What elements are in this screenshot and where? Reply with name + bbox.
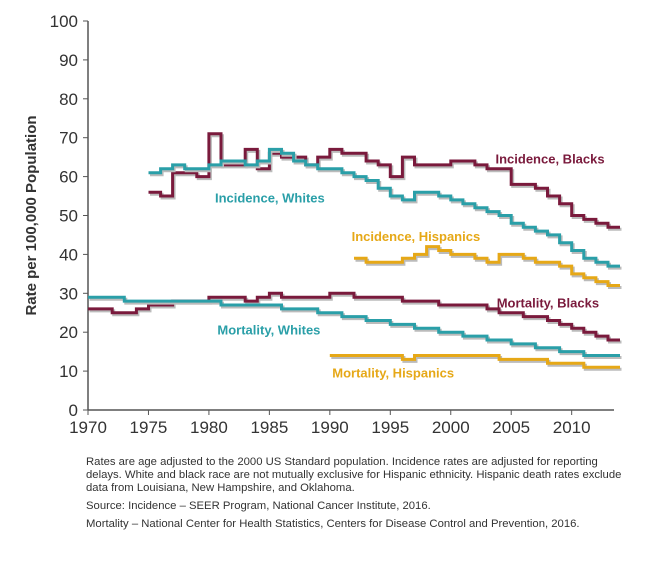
y-tick-label: 70	[59, 129, 78, 148]
series-shadow-mortality-hispanics	[331, 356, 622, 371]
series-shadow-incidence-whites	[150, 149, 622, 270]
series-line-incidence-whites	[148, 147, 620, 268]
x-tick-label: 1990	[311, 418, 349, 437]
y-axis-label: Rate per 100,000 Population	[23, 115, 40, 315]
axes: 0 10 20 30 40 50 60 70 80 90 100 1970 1975 1980 1985 19…	[23, 12, 614, 437]
y-tick-label: 0	[69, 401, 78, 420]
y-tick-label: 100	[50, 12, 78, 31]
series-label-mortality-blacks: Mortality, Blacks	[497, 295, 599, 310]
series-label-mortality-hispanics: Mortality, Hispanics	[332, 365, 454, 380]
series-labels: Incidence, Blacks Incidence, Whites Incide…	[215, 151, 605, 380]
y-tick-label: 80	[59, 90, 78, 109]
y-tick-label: 40	[59, 245, 78, 264]
series-label-incidence-hispanics: Incidence, Hispanics	[352, 229, 481, 244]
series-line-mortality-hispanics	[329, 354, 620, 369]
x-tick-label: 1975	[130, 418, 168, 437]
notes-methodology: Rates are age adjusted to the 2000 US St…	[86, 456, 622, 494]
series-line-incidence-hispanics	[354, 245, 620, 287]
x-tick-label: 2010	[553, 418, 591, 437]
y-tick-label: 90	[59, 51, 78, 70]
x-tick-label: 1985	[250, 418, 288, 437]
series-label-mortality-whites: Mortality, Whites	[217, 323, 320, 338]
line-chart: 0 10 20 30 40 50 60 70 80 90 100 1970 1975 1980 1985 19…	[23, 12, 622, 437]
series-line-incidence-blacks	[148, 132, 620, 229]
x-tick-label: 2005	[492, 418, 530, 437]
series-line-mortality-whites	[88, 295, 620, 357]
y-tick-label: 60	[59, 168, 78, 187]
y-tick-label: 30	[59, 284, 78, 303]
x-tick-label: 1970	[69, 418, 107, 437]
series-label-incidence-blacks: Incidence, Blacks	[495, 151, 604, 166]
x-tick-label: 1980	[190, 418, 228, 437]
y-tick-label: 20	[59, 323, 78, 342]
series-label-incidence-whites: Incidence, Whites	[215, 190, 325, 205]
chart-notes: Rates are age adjusted to the 2000 US St…	[86, 456, 631, 536]
notes-mortality-source: Mortality – National Center for Health S…	[86, 518, 580, 530]
notes-incidence-source: Source: Incidence – SEER Program, Nation…	[86, 500, 431, 512]
y-tick-label: 50	[59, 207, 78, 226]
series-layer	[88, 132, 622, 371]
x-tick-label: 2000	[432, 418, 470, 437]
series-shadow-incidence-hispanics	[355, 247, 622, 289]
x-tick-label: 1995	[371, 418, 409, 437]
y-tick-label: 10	[59, 362, 78, 381]
